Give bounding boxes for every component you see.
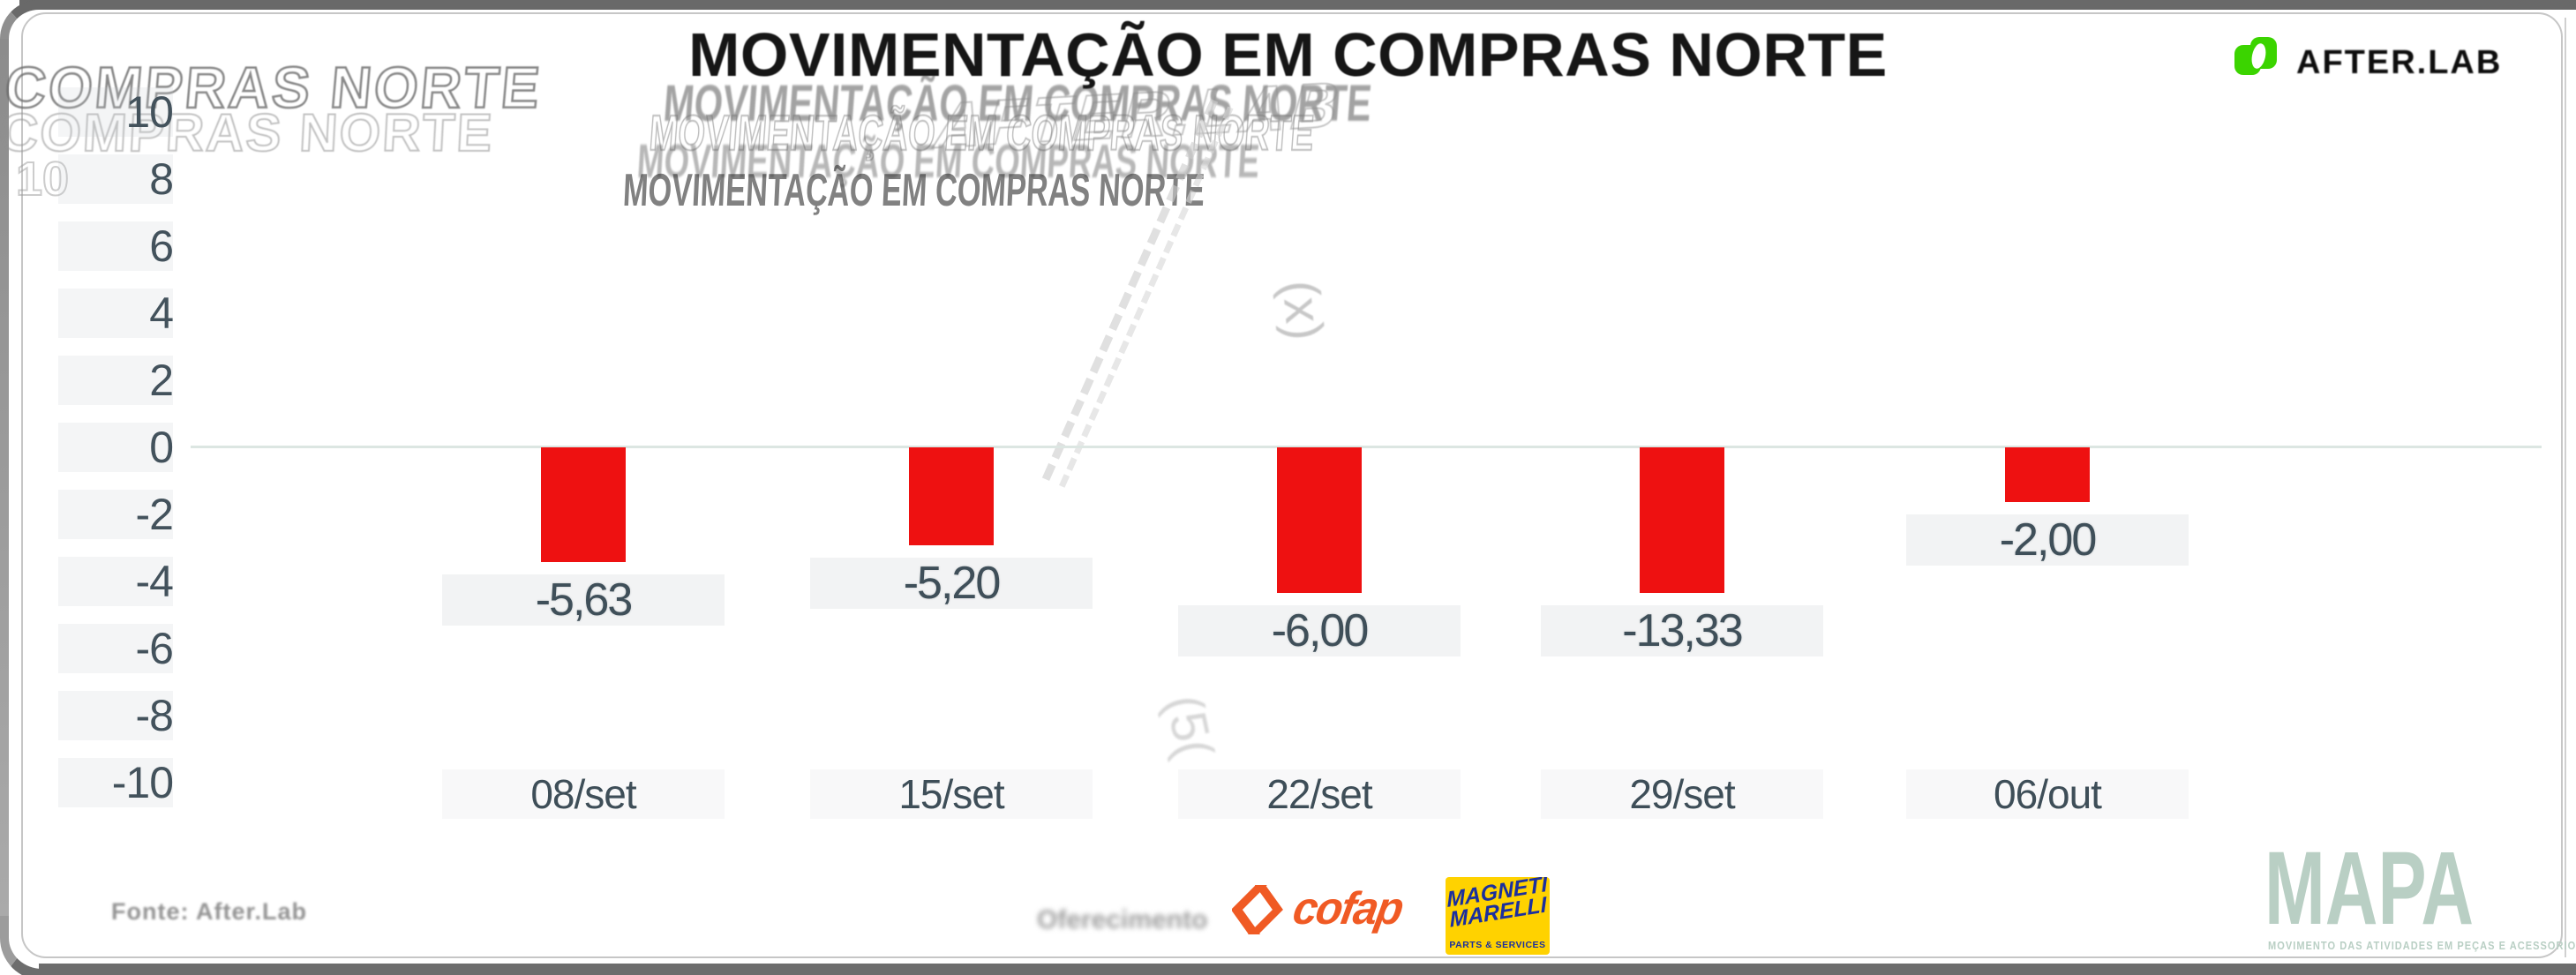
x-axis-label: 29/set: [1541, 769, 1823, 819]
cofap-logo-text: cofap: [1288, 883, 1407, 934]
magneti-marelli-text: MAGNETI MARELLI: [1446, 877, 1549, 933]
frame-corner-top-left: [0, 0, 62, 63]
source-note: Fonte: After.Lab: [111, 898, 307, 925]
frame-bottom-bar: [39, 964, 2576, 975]
y-axis-tick: 4: [58, 289, 174, 338]
frame-right-line: [2565, 18, 2566, 957]
y-axis-tick: 2: [58, 356, 174, 405]
magneti-marelli-logo: MAGNETI MARELLI PARTS & SERVICES: [1446, 877, 1550, 955]
y-axis-tick: 0: [58, 423, 174, 472]
bar-value-label: -2,00: [1906, 514, 2189, 566]
afterlab-logo-icon: [2234, 34, 2284, 83]
frame-corner-bottom-left: [0, 916, 62, 975]
y-axis-tick: 8: [58, 154, 174, 204]
y-axis-tick: -6: [58, 624, 174, 673]
y-axis-tick: 6: [58, 221, 174, 271]
ghost-tick: 10: [15, 152, 70, 206]
afterlab-logo-text: AFTER.LAB: [2296, 44, 2503, 81]
page-title: MOVIMENTAÇÃO EM COMPRAS NORTE: [688, 20, 1888, 89]
frame-top-bar: [19, 0, 2576, 10]
bar-value-label: -6,00: [1178, 605, 1461, 656]
y-axis-tick: -4: [58, 557, 174, 606]
mapa-logo-text: MAPA: [2264, 830, 2475, 947]
x-axis-label: 22/set: [1178, 769, 1461, 819]
bar-value-label: -5,20: [810, 558, 1093, 609]
magneti-marelli-subtext: PARTS & SERVICES: [1449, 940, 1546, 950]
frame-left-bar: [0, 39, 9, 921]
mapa-logo-tagline: MOVIMENTO DAS ATIVIDADES EM PEÇAS E ACES…: [2268, 939, 2576, 952]
x-axis-label: 08/set: [442, 769, 725, 819]
bar: [541, 447, 626, 562]
y-axis-tick: -10: [58, 758, 174, 807]
bar-value-label: -5,63: [442, 574, 725, 626]
bar: [1277, 447, 1362, 593]
sponsor-label-blurred: Oferecimento: [1037, 905, 1208, 934]
y-axis-tick: 10: [58, 87, 174, 137]
cofap-chevron-icon: [1232, 885, 1283, 934]
mapa-logo: MAPA MOVIMENTO DAS ATIVIDADES EM PEÇAS E…: [2264, 830, 2576, 952]
x-axis-label: 06/out: [1906, 769, 2189, 819]
bar-value-label: -13,33: [1541, 605, 1823, 656]
bar: [2005, 447, 2090, 502]
bar: [909, 447, 994, 545]
afterlab-logo: AFTER.LAB: [2234, 34, 2552, 86]
zero-gridline: [191, 446, 2542, 448]
y-axis-tick: -2: [58, 490, 174, 539]
x-axis-label: 15/set: [810, 769, 1093, 819]
bar: [1640, 447, 1724, 593]
y-axis-tick: -8: [58, 691, 174, 740]
